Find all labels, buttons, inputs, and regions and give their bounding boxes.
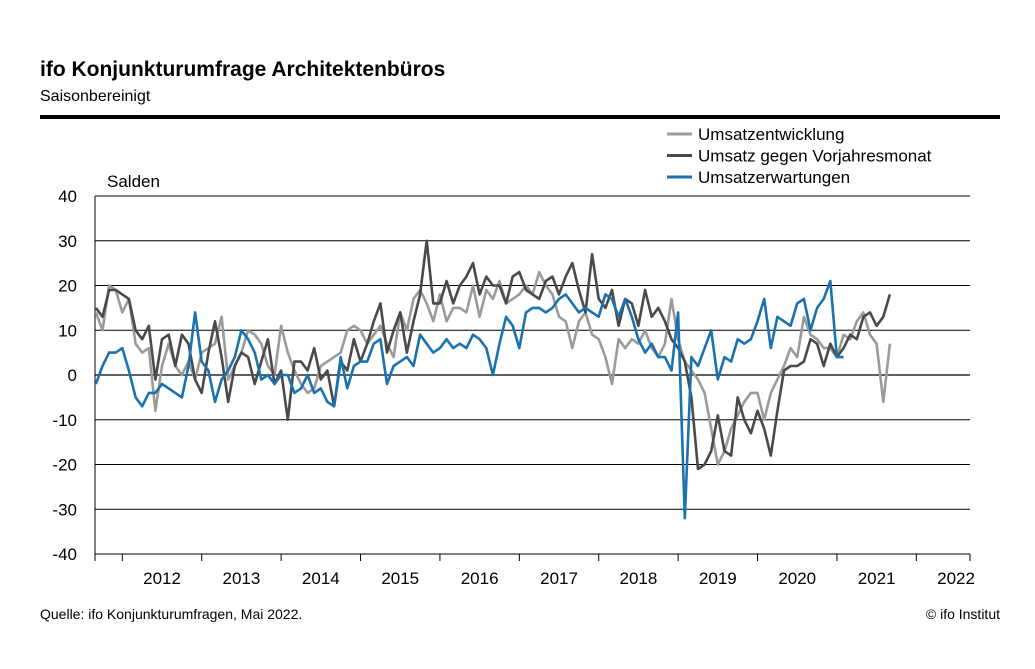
x-tick-label: 2022 (937, 569, 975, 588)
series-line-umsatzentwicklung (94, 270, 892, 466)
legend-label: Umsatzentwicklung (698, 125, 844, 144)
x-axis: 2012 2013 2014 2015 2016 2017 2018 2019 2020 2021… (94, 554, 975, 588)
gridlines (94, 195, 970, 555)
x-tick-label: 2015 (381, 569, 419, 588)
series-lines (94, 239, 892, 520)
x-tick-label: 2013 (223, 569, 261, 588)
y-tick-label: -40 (52, 545, 77, 564)
copyright-note: © ifo Institut (925, 606, 1000, 622)
y-tick-label: 30 (58, 232, 77, 251)
y-tick-label: 20 (58, 277, 77, 296)
chart-subtitle: Saisonbereinigt (40, 88, 151, 105)
legend-label: Umsatzerwartungen (698, 168, 850, 187)
x-tick-label: 2020 (778, 569, 816, 588)
y-tick-labels: 40 30 20 10 0 -10 -20 -30 -40 (52, 187, 77, 564)
y-tick-label: 40 (58, 187, 77, 206)
x-tick-label: 2018 (620, 569, 658, 588)
legend: Umsatzentwicklung Umsatz gegen Vorjahresm… (667, 125, 932, 187)
header-rule (40, 115, 1000, 119)
chart-title: ifo Konjunkturumfrage Architektenbüros (40, 58, 446, 81)
x-tick-label: 2016 (461, 569, 499, 588)
series-line-umsatz-gegen-vorjahresmonat (94, 239, 892, 471)
x-tick-label: 2014 (302, 569, 340, 588)
y-tick-label: -20 (52, 456, 77, 475)
y-tick-label: -10 (52, 411, 77, 430)
source-note: Quelle: ifo Konjunkturumfragen, Mai 2022… (40, 606, 303, 622)
y-tick-label: 0 (68, 366, 77, 385)
x-tick-label: 2021 (858, 569, 896, 588)
y-axis-label: Salden (107, 172, 160, 191)
x-tick-label: 2019 (699, 569, 737, 588)
y-tick-label: 10 (58, 321, 77, 340)
x-tick-label: 2012 (143, 569, 181, 588)
x-tick-label: 2017 (540, 569, 578, 588)
y-tick-label: -30 (52, 500, 77, 519)
legend-label: Umsatz gegen Vorjahresmonat (698, 147, 932, 166)
series-line-umsatzerwartungen (94, 279, 844, 520)
